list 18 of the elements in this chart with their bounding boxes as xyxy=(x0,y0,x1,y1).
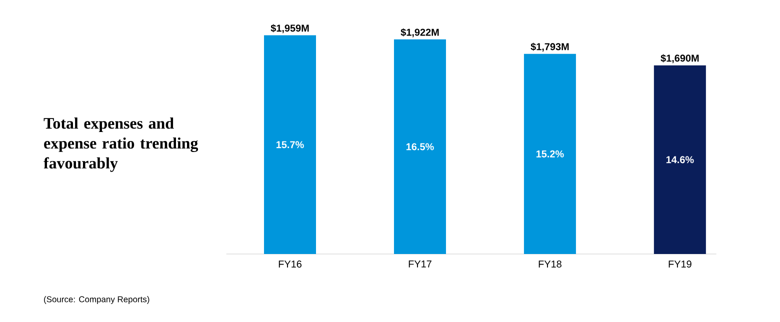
data-label: $1,959M xyxy=(270,24,309,34)
annotation: 14.6% xyxy=(666,156,694,164)
x-tick-label: FY18 xyxy=(538,260,562,268)
text: Total expenses and expense ratio trending favourably xyxy=(44,118,198,172)
bar xyxy=(524,54,576,254)
x-tick-label: FY17 xyxy=(408,260,432,268)
bar xyxy=(394,39,446,254)
x-tick-label: FY16 xyxy=(278,260,302,268)
bar xyxy=(264,35,316,254)
annotation: 15.2% xyxy=(536,150,564,158)
data-label: $1,793M xyxy=(530,42,569,52)
annotation: 16.5% xyxy=(406,143,434,150)
annotation: 15.7% xyxy=(276,141,304,148)
bar xyxy=(654,65,706,254)
x-tick-label: FY19 xyxy=(668,260,692,268)
text: (Source: Company Reports) xyxy=(44,296,150,304)
data-label: $1,922M xyxy=(400,28,439,38)
data-label: $1,690M xyxy=(660,54,699,64)
